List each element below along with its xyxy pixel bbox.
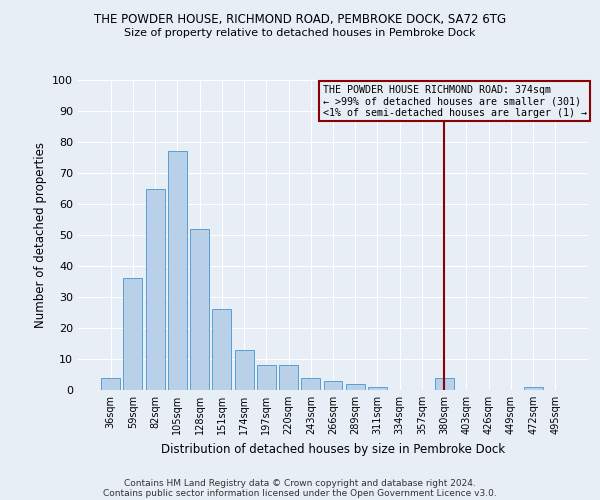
Bar <box>257 365 276 390</box>
Bar <box>346 384 365 390</box>
Bar <box>212 310 231 390</box>
Text: Contains HM Land Registry data © Crown copyright and database right 2024.: Contains HM Land Registry data © Crown c… <box>124 478 476 488</box>
Bar <box>146 188 164 390</box>
Bar <box>235 350 254 390</box>
Bar <box>323 380 343 390</box>
Bar <box>301 378 320 390</box>
Bar <box>124 278 142 390</box>
Text: THE POWDER HOUSE RICHMOND ROAD: 374sqm
← >99% of detached houses are smaller (30: THE POWDER HOUSE RICHMOND ROAD: 374sqm ←… <box>323 84 587 118</box>
Bar <box>168 152 187 390</box>
Bar <box>190 229 209 390</box>
Bar <box>368 387 387 390</box>
Text: Contains public sector information licensed under the Open Government Licence v3: Contains public sector information licen… <box>103 488 497 498</box>
X-axis label: Distribution of detached houses by size in Pembroke Dock: Distribution of detached houses by size … <box>161 442 505 456</box>
Bar <box>524 387 542 390</box>
Text: Size of property relative to detached houses in Pembroke Dock: Size of property relative to detached ho… <box>124 28 476 38</box>
Bar <box>435 378 454 390</box>
Bar <box>101 378 120 390</box>
Bar <box>279 365 298 390</box>
Y-axis label: Number of detached properties: Number of detached properties <box>34 142 47 328</box>
Text: THE POWDER HOUSE, RICHMOND ROAD, PEMBROKE DOCK, SA72 6TG: THE POWDER HOUSE, RICHMOND ROAD, PEMBROK… <box>94 12 506 26</box>
